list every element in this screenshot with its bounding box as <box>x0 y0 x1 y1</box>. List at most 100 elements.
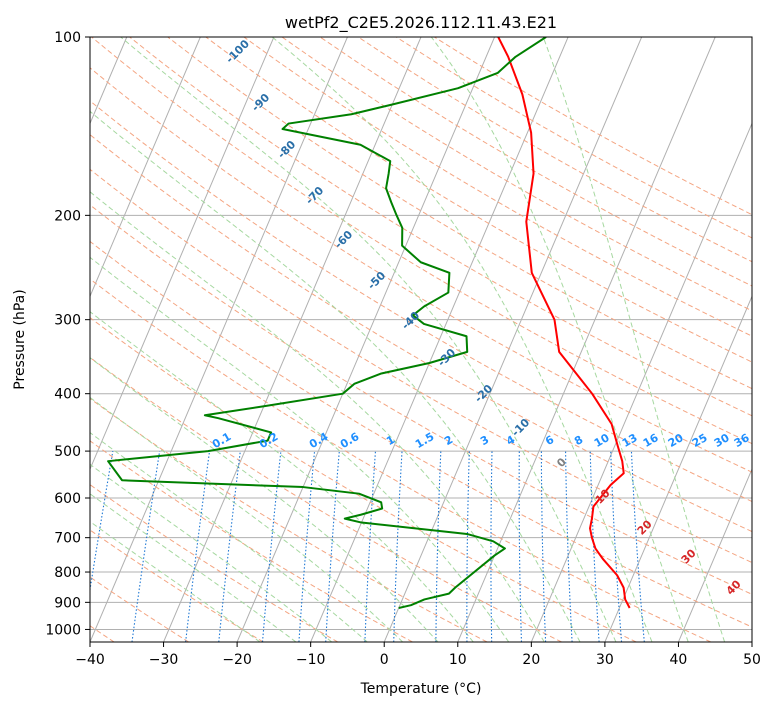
y-tick-label: 400 <box>54 387 81 403</box>
mixing-ratio-label: 0.6 <box>338 430 362 451</box>
mixing-ratio-line <box>565 451 573 642</box>
sounding-series <box>107 37 631 609</box>
dry-adiabat-line <box>91 37 752 445</box>
x-tick-label: 40 <box>670 652 688 668</box>
mixing-ratio-line <box>490 451 493 642</box>
mixing-ratio-line <box>589 451 600 642</box>
mixing-ratio-line <box>518 451 523 642</box>
mixing-ratio-line <box>540 451 547 642</box>
dry-adiabat-line <box>90 317 637 642</box>
moist-adiabat-line <box>120 37 617 642</box>
dry-adiabat-line <box>205 37 752 363</box>
dry-adiabat-label: -60 <box>332 228 355 251</box>
dry-adiabat-line <box>90 484 339 642</box>
dry-adiabat-line <box>90 240 752 628</box>
mixing-ratio-label: 8 <box>572 433 585 448</box>
y-axis-ticks: 100 200 300 400 500 600 700 800 900 1000 <box>45 30 90 638</box>
x-tick-label: −10 <box>296 652 326 668</box>
moist-adiabat-label: 40 <box>724 577 744 597</box>
dry-adiabat-label: -40 <box>399 309 422 332</box>
y-tick-label: 800 <box>54 565 81 581</box>
moist-adiabats <box>90 37 726 642</box>
dry-adiabat-line <box>357 37 752 263</box>
dry-adiabat-line <box>395 37 752 239</box>
mixing-ratio-line <box>364 451 377 642</box>
x-tick-label: 0 <box>380 652 389 668</box>
moist-adiabat-line <box>90 432 368 642</box>
isotherm-line <box>383 37 643 642</box>
dry-adiabat-line <box>90 440 413 642</box>
moist-adiabat-line <box>90 110 581 642</box>
dry-adiabat-line <box>90 134 752 533</box>
dry-adiabat-label: -80 <box>275 138 298 161</box>
mixing-ratio-label: 1.5 <box>413 430 436 451</box>
plot-frame <box>89 36 753 643</box>
dry-adiabat-line <box>90 397 488 642</box>
x-tick-label: 30 <box>596 652 614 668</box>
dry-adiabat-line <box>90 168 752 564</box>
temperature-line <box>497 37 631 609</box>
mixing-ratio-label: 25 <box>690 431 710 450</box>
isotherm-line <box>457 37 716 642</box>
y-tick-label: 700 <box>54 531 81 547</box>
moist-adiabat-line <box>90 396 403 642</box>
mixing-ratio-label: 6 <box>543 433 556 448</box>
mixing-ratio-line <box>261 451 282 642</box>
mixing-ratio-label: 20 <box>666 431 686 450</box>
mixing-ratio-line <box>298 451 316 642</box>
y-tick-label: 1000 <box>45 622 81 638</box>
isotherm-line <box>90 37 201 298</box>
moist-adiabat-line <box>90 463 333 642</box>
mixing-ratio-line <box>185 451 211 642</box>
mixing-ratio-lines <box>90 451 645 642</box>
moist-adiabat-line <box>90 191 545 642</box>
y-tick-label: 300 <box>54 313 81 329</box>
isotherm-line <box>751 640 752 642</box>
isotherm-line <box>604 295 752 642</box>
x-tick-label: −30 <box>149 652 179 668</box>
isotherm-line <box>530 122 752 642</box>
isotherm-line <box>163 37 422 642</box>
plot-area: -100-90-80-70-60-50-40-30-20-10010203040… <box>90 37 752 642</box>
dry-adiabat-line <box>90 278 712 642</box>
dry-adiabat-line <box>90 529 264 642</box>
moist-adiabat-line <box>90 357 439 642</box>
dewpoint-line <box>107 37 547 609</box>
dry-adiabat-label: -20 <box>472 382 495 405</box>
mixing-ratio-label: 0.4 <box>307 430 331 451</box>
mixing-ratio-label: 16 <box>641 431 661 450</box>
dry-adiabat-label: -90 <box>249 91 272 114</box>
mixing-ratio-line <box>610 451 623 642</box>
dry-adiabat-line <box>167 37 752 390</box>
moist-adiabat-line <box>271 37 653 642</box>
x-tick-label: 10 <box>449 652 467 668</box>
mixing-ratio-label: 2 <box>442 433 455 448</box>
moist-adiabat-line <box>90 311 474 642</box>
y-tick-label: 100 <box>54 30 81 46</box>
mixing-ratio-line <box>630 451 645 642</box>
dry-adiabat-line <box>90 100 752 503</box>
y-tick-label: 200 <box>54 208 81 224</box>
mixing-ratio-line <box>393 451 403 642</box>
chart-title: wetPf2_C2E5.2026.112.11.43.E21 <box>285 13 557 33</box>
isotherm-line <box>236 37 496 642</box>
y-tick-label: 600 <box>54 491 81 507</box>
moist-adiabat-line <box>90 520 261 642</box>
dry-adiabat-label: 0 <box>554 455 569 470</box>
mixing-ratio-label: 0.2 <box>257 430 280 451</box>
dry-adiabat-line <box>129 37 752 417</box>
mixing-ratio-label: 3 <box>478 433 491 448</box>
isotherm-gridlines <box>90 37 752 642</box>
dry-adiabat-label: -100 <box>223 37 252 66</box>
dry-adiabat-line <box>243 37 752 337</box>
x-tick-label: 20 <box>522 652 540 668</box>
moist-adiabat-label: 20 <box>635 517 655 537</box>
mixing-ratio-line <box>90 451 114 594</box>
mixing-ratio-label: 10 <box>592 431 612 450</box>
moist-adiabat-line <box>430 37 689 642</box>
x-axis-label: Temperature (°C) <box>360 681 482 697</box>
mixing-ratio-label: 13 <box>620 431 640 450</box>
y-tick-label: 900 <box>54 595 81 611</box>
mixing-ratio-label: 30 <box>712 431 732 450</box>
dry-adiabat-label: -50 <box>365 269 388 292</box>
